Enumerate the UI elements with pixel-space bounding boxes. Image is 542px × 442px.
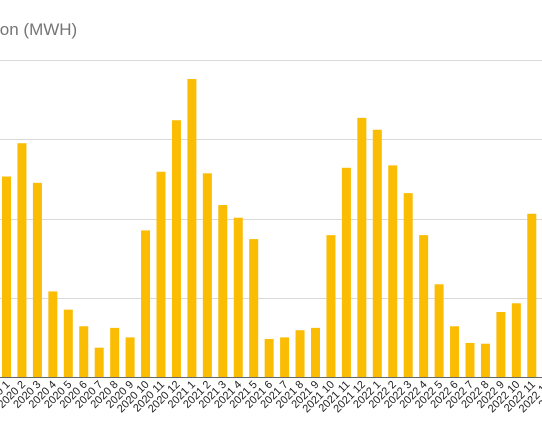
bar (63, 309, 73, 377)
bar (280, 337, 290, 378)
bar (419, 235, 429, 377)
bar (450, 326, 460, 377)
bar (295, 330, 305, 377)
bar (94, 347, 104, 377)
bar (171, 120, 181, 377)
chart-title: ion (MWH) (0, 20, 78, 39)
bar (434, 284, 444, 377)
bar (527, 213, 537, 377)
bar (264, 338, 274, 377)
bar (2, 176, 11, 377)
bar (218, 205, 228, 377)
bar (233, 217, 243, 377)
bar (32, 182, 42, 377)
bar (156, 171, 166, 377)
bar (79, 326, 89, 377)
bar (480, 343, 490, 377)
bar (326, 235, 336, 377)
bar (372, 129, 382, 377)
bar (249, 239, 259, 377)
bar (496, 312, 506, 377)
bar (388, 165, 398, 377)
bar (511, 303, 521, 377)
bar (187, 79, 197, 378)
bar (48, 291, 58, 377)
bar (110, 327, 120, 377)
bar (202, 173, 212, 377)
bar (403, 193, 413, 377)
bar (341, 167, 351, 377)
bar (125, 337, 135, 378)
bar (141, 230, 151, 377)
bar (357, 117, 367, 377)
bar (311, 327, 320, 377)
bar (17, 143, 27, 377)
bar (465, 342, 475, 377)
